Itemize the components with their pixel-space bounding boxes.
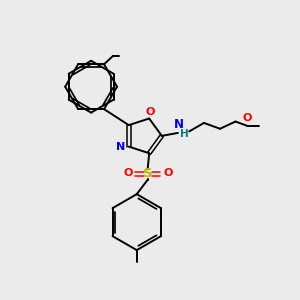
Text: N: N [174,118,184,130]
Text: H: H [180,129,189,139]
Text: O: O [146,107,155,117]
Text: O: O [123,168,132,178]
Text: N: N [116,142,125,152]
Text: O: O [163,168,172,178]
Text: S: S [143,167,152,180]
Text: O: O [243,113,252,123]
